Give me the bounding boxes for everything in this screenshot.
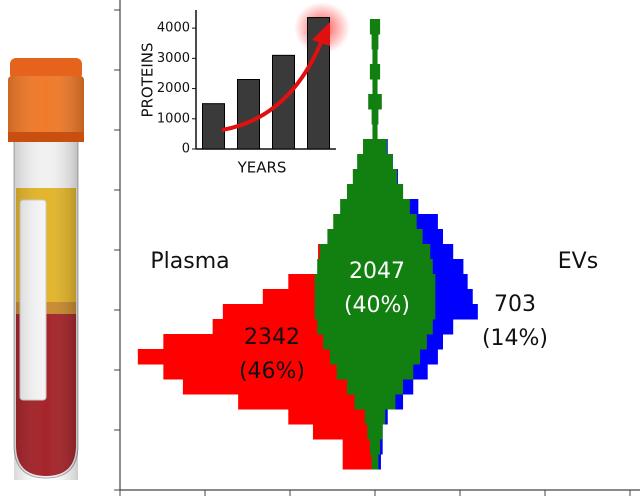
bin-bar — [238, 394, 375, 410]
bin-bar — [371, 109, 379, 125]
bin-bar — [369, 64, 381, 80]
main-chart: Plasma EVs 2342 (46%) 703 (14%) 2047 (40%) — [114, 0, 640, 496]
bar — [272, 54, 295, 150]
bin-bar — [372, 124, 378, 140]
bin-bar — [346, 379, 404, 395]
bin-bar — [327, 229, 423, 245]
y-tick-label: 4000 — [157, 21, 190, 36]
bin-bar — [314, 289, 436, 305]
x-axis-label: YEARS — [237, 159, 287, 177]
bin-bar — [372, 49, 378, 65]
bin-bar — [163, 334, 375, 350]
bin-bar — [342, 439, 375, 455]
bin-bar — [314, 274, 436, 290]
y-axis-label: PROTEINS — [139, 42, 157, 117]
bin-bar — [371, 34, 379, 50]
bin-bar — [329, 349, 421, 365]
bin-bar — [314, 304, 436, 320]
percent-label: (46%) — [239, 359, 305, 384]
y-tick-label: 2000 — [157, 81, 190, 96]
bin-bar — [346, 184, 404, 200]
bin-bar — [182, 379, 375, 395]
count-label: 2047 — [349, 259, 405, 284]
bar — [202, 103, 225, 150]
bin-bar — [368, 94, 382, 110]
y-tick-label: 3000 — [157, 51, 190, 66]
bin-bar — [336, 364, 414, 380]
bin-bar — [288, 409, 375, 425]
bin-bar — [372, 79, 378, 95]
bin-bar — [317, 319, 433, 335]
blood-tube — [8, 58, 84, 480]
bin-bar — [317, 259, 433, 275]
bin-bar — [319, 244, 431, 260]
bin-bar — [312, 424, 375, 440]
bar — [307, 17, 330, 150]
bin-bar — [367, 424, 383, 440]
series-label: EVs — [558, 249, 598, 274]
growth-arrow — [221, 22, 330, 132]
series-label: Plasma — [150, 249, 229, 274]
bin-bar — [323, 334, 427, 350]
bar — [237, 79, 260, 150]
bin-bar — [340, 199, 410, 215]
count-label: 2342 — [244, 325, 300, 350]
bin-bar — [352, 169, 398, 185]
bin-bar — [342, 454, 375, 470]
y-tick-label: 0 — [182, 142, 190, 157]
y-tick-label: 1000 — [157, 111, 190, 126]
bin-bar — [371, 454, 379, 470]
percent-label: (14%) — [482, 326, 548, 351]
bin-bar — [333, 214, 417, 230]
bin-bar — [137, 349, 375, 365]
bin-bar — [363, 139, 387, 155]
bin-bar — [369, 439, 381, 455]
bin-bar — [364, 409, 386, 425]
count-label: 703 — [494, 292, 536, 317]
bin-bar — [163, 364, 375, 380]
percent-label: (40%) — [344, 293, 410, 318]
inset-chart: 0 1000 2000 3000 4000 YEARS PROTEINS — [139, 2, 350, 177]
bin-bar — [354, 394, 396, 410]
bin-bar — [357, 154, 393, 170]
bin-bar — [369, 19, 381, 35]
